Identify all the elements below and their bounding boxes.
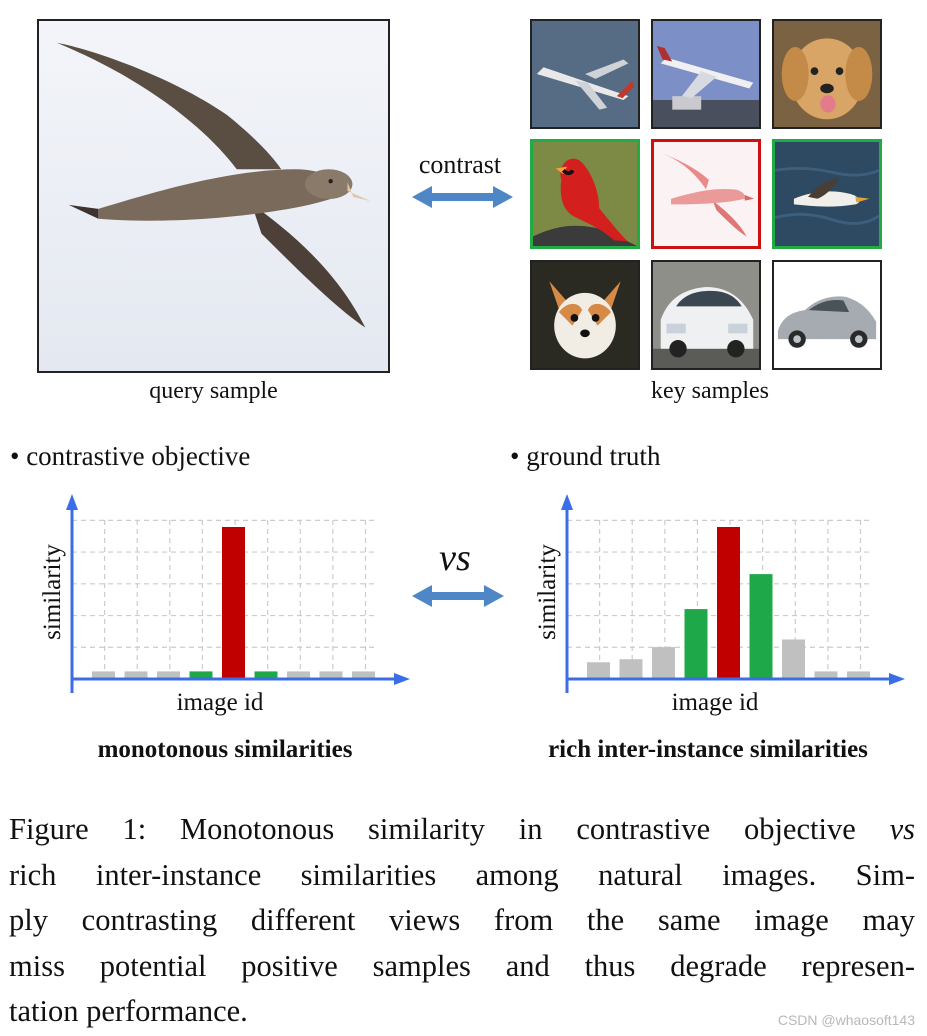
x-axis-arrowhead bbox=[889, 673, 905, 685]
bar bbox=[847, 671, 870, 679]
car-image bbox=[774, 262, 880, 368]
caption-line: rich inter-instance similarities among n… bbox=[9, 853, 915, 899]
contrast-double-arrow bbox=[412, 186, 513, 208]
bar bbox=[254, 671, 278, 679]
x-axis-arrowhead bbox=[394, 673, 410, 685]
contrast-label: contrast bbox=[418, 150, 502, 179]
vs-label: vs bbox=[439, 537, 471, 579]
right-panel-bullet: • ground truth bbox=[510, 441, 661, 471]
bar bbox=[92, 671, 115, 679]
car-image bbox=[653, 262, 759, 368]
caption-text: miss potential positive samples and thus… bbox=[9, 948, 915, 983]
query-sample-label: query sample bbox=[149, 378, 278, 404]
bar bbox=[189, 671, 213, 679]
caption-line: ply contrasting different views from the… bbox=[9, 898, 915, 944]
cardinal-image bbox=[533, 142, 637, 246]
caption-line: Figure 1: Monotonous similarity in contr… bbox=[9, 807, 915, 853]
vs-double-arrow bbox=[412, 585, 504, 607]
key-tile-car-1 bbox=[651, 260, 761, 370]
caption-text: tation performance. bbox=[9, 994, 248, 1028]
key-tile-bird-cardinal bbox=[530, 139, 640, 249]
bar bbox=[684, 609, 708, 679]
airplane-image bbox=[532, 21, 638, 127]
bar bbox=[587, 662, 610, 679]
bar bbox=[749, 574, 773, 679]
key-tile-airplane-1 bbox=[530, 19, 640, 129]
bar bbox=[319, 671, 343, 679]
y-axis-label: similarity bbox=[39, 544, 66, 640]
figure-caption: Figure 1: Monotonous similarity in contr… bbox=[9, 807, 915, 1035]
bar bbox=[619, 659, 643, 679]
left-similarity-chart: image id similarity bbox=[39, 494, 410, 716]
caption-text: rich inter-instance similarities among n… bbox=[9, 857, 915, 892]
right-panel-title: rich inter-instance similarities bbox=[548, 736, 868, 763]
key-tile-bird-query-positive bbox=[651, 139, 761, 249]
key-tile-airplane-2 bbox=[651, 19, 761, 129]
key-tile-bird-seabird bbox=[772, 139, 882, 249]
bar bbox=[287, 671, 310, 679]
x-axis-label: image id bbox=[672, 689, 759, 716]
chihuahua-image bbox=[532, 262, 638, 368]
key-tile-car-2 bbox=[772, 260, 882, 370]
albatross-tinted-image bbox=[654, 142, 758, 246]
seabird-image bbox=[775, 142, 879, 246]
x-axis-label: image id bbox=[177, 689, 264, 716]
albatross-illustration bbox=[39, 21, 388, 371]
bar bbox=[814, 671, 838, 679]
dog-image bbox=[774, 21, 880, 127]
right-similarity-chart: image id similarity bbox=[534, 494, 905, 716]
key-samples-grid bbox=[530, 19, 890, 375]
left-panel-title: monotonous similarities bbox=[97, 736, 353, 763]
left-panel-bullet: • contrastive objective bbox=[10, 441, 251, 471]
bar bbox=[352, 671, 375, 679]
bar bbox=[652, 647, 675, 679]
key-tile-dog-2 bbox=[530, 260, 640, 370]
key-samples-label: key samples bbox=[651, 378, 769, 404]
caption-text: Figure 1: Monotonous similarity in contr… bbox=[9, 812, 890, 846]
y-axis-arrowhead bbox=[66, 494, 78, 510]
caption-line: tation performance. bbox=[9, 989, 915, 1035]
caption-text: ply contrasting different views from the… bbox=[9, 903, 915, 937]
caption-italic-vs: vs bbox=[889, 812, 915, 846]
key-tile-dog-1 bbox=[772, 19, 882, 129]
bar bbox=[782, 639, 805, 679]
bar bbox=[717, 527, 740, 679]
watermark: CSDN @whaosoft143 bbox=[777, 1012, 915, 1028]
y-axis-arrowhead bbox=[561, 494, 573, 510]
bar bbox=[157, 671, 180, 679]
query-image bbox=[37, 19, 390, 373]
bar bbox=[222, 527, 245, 679]
airplane-image bbox=[653, 21, 759, 127]
caption-line: miss potential positive samples and thus… bbox=[9, 944, 915, 990]
y-axis-label: similarity bbox=[534, 544, 561, 640]
bar bbox=[124, 671, 148, 679]
